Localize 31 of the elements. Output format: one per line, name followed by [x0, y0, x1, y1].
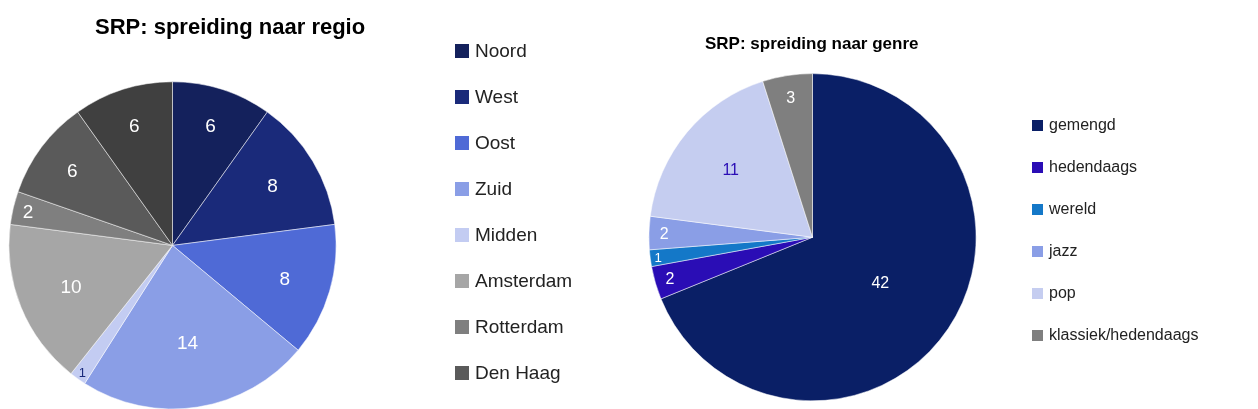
data-label: 6: [66, 159, 78, 181]
legend-label: klassiek/hedendaags: [1049, 326, 1199, 344]
chart-title: SRP: spreiding naar regio: [95, 14, 366, 40]
data-label: 1: [78, 364, 86, 380]
legend-label: pop: [1049, 284, 1076, 302]
data-label: 10: [60, 276, 82, 298]
legend-label: gemengd: [1049, 116, 1116, 134]
legend-label: wereld: [1049, 200, 1097, 218]
data-label: 11: [722, 160, 740, 178]
legend-label: Noord: [475, 40, 527, 62]
chart-title: SRP: spreiding naar genre: [705, 34, 919, 54]
legend-label: Oost: [475, 132, 516, 154]
legend-label: Midden: [475, 224, 538, 246]
data-label: 1: [654, 249, 662, 265]
data-label: 2: [659, 224, 669, 242]
data-label: 6: [205, 115, 216, 137]
legend-label: Amsterdam: [475, 270, 573, 292]
legend-label: jazz: [1049, 242, 1078, 260]
legend-label: Zuid: [475, 178, 512, 200]
data-label: 6: [129, 115, 140, 137]
legend-label: hedendaags: [1049, 158, 1138, 176]
data-label: 2: [22, 200, 34, 222]
legend-label: Rotterdam: [475, 316, 564, 338]
data-label: 2: [665, 270, 675, 288]
data-label: 42: [871, 274, 890, 292]
legend-label: West: [475, 86, 518, 108]
data-label: 14: [176, 332, 199, 354]
legend-label: Den Haag: [475, 362, 561, 384]
data-label: 3: [786, 88, 796, 106]
data-label: 8: [267, 174, 278, 196]
data-label: 8: [279, 267, 290, 289]
